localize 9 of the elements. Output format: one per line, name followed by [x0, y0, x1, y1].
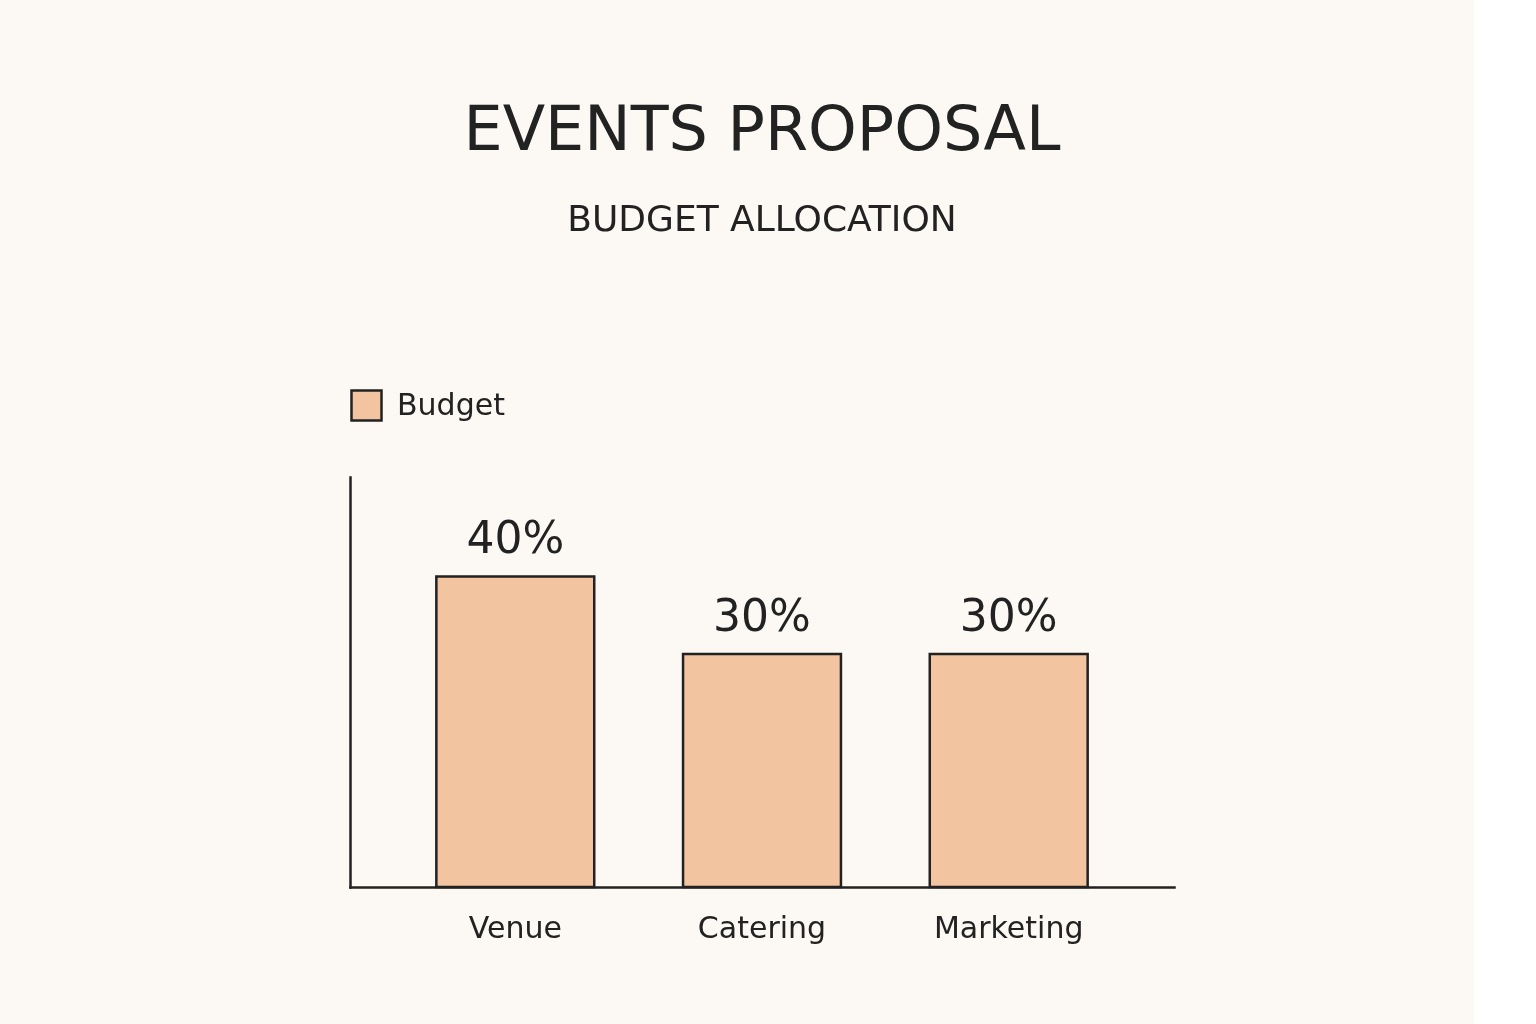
chart-title: EVENTS PROPOSAL: [463, 92, 1061, 165]
data-label: 30%: [959, 590, 1058, 642]
data-label: 40%: [466, 512, 565, 564]
data-label: 30%: [713, 590, 811, 642]
chart-subtitle: BUDGET ALLOCATION: [567, 198, 957, 239]
x-tick-label: Catering: [697, 909, 827, 945]
legend-label: Budget: [397, 386, 506, 422]
x-tick-label: Venue: [468, 909, 562, 945]
x-tick-label: Marketing: [933, 909, 1084, 945]
